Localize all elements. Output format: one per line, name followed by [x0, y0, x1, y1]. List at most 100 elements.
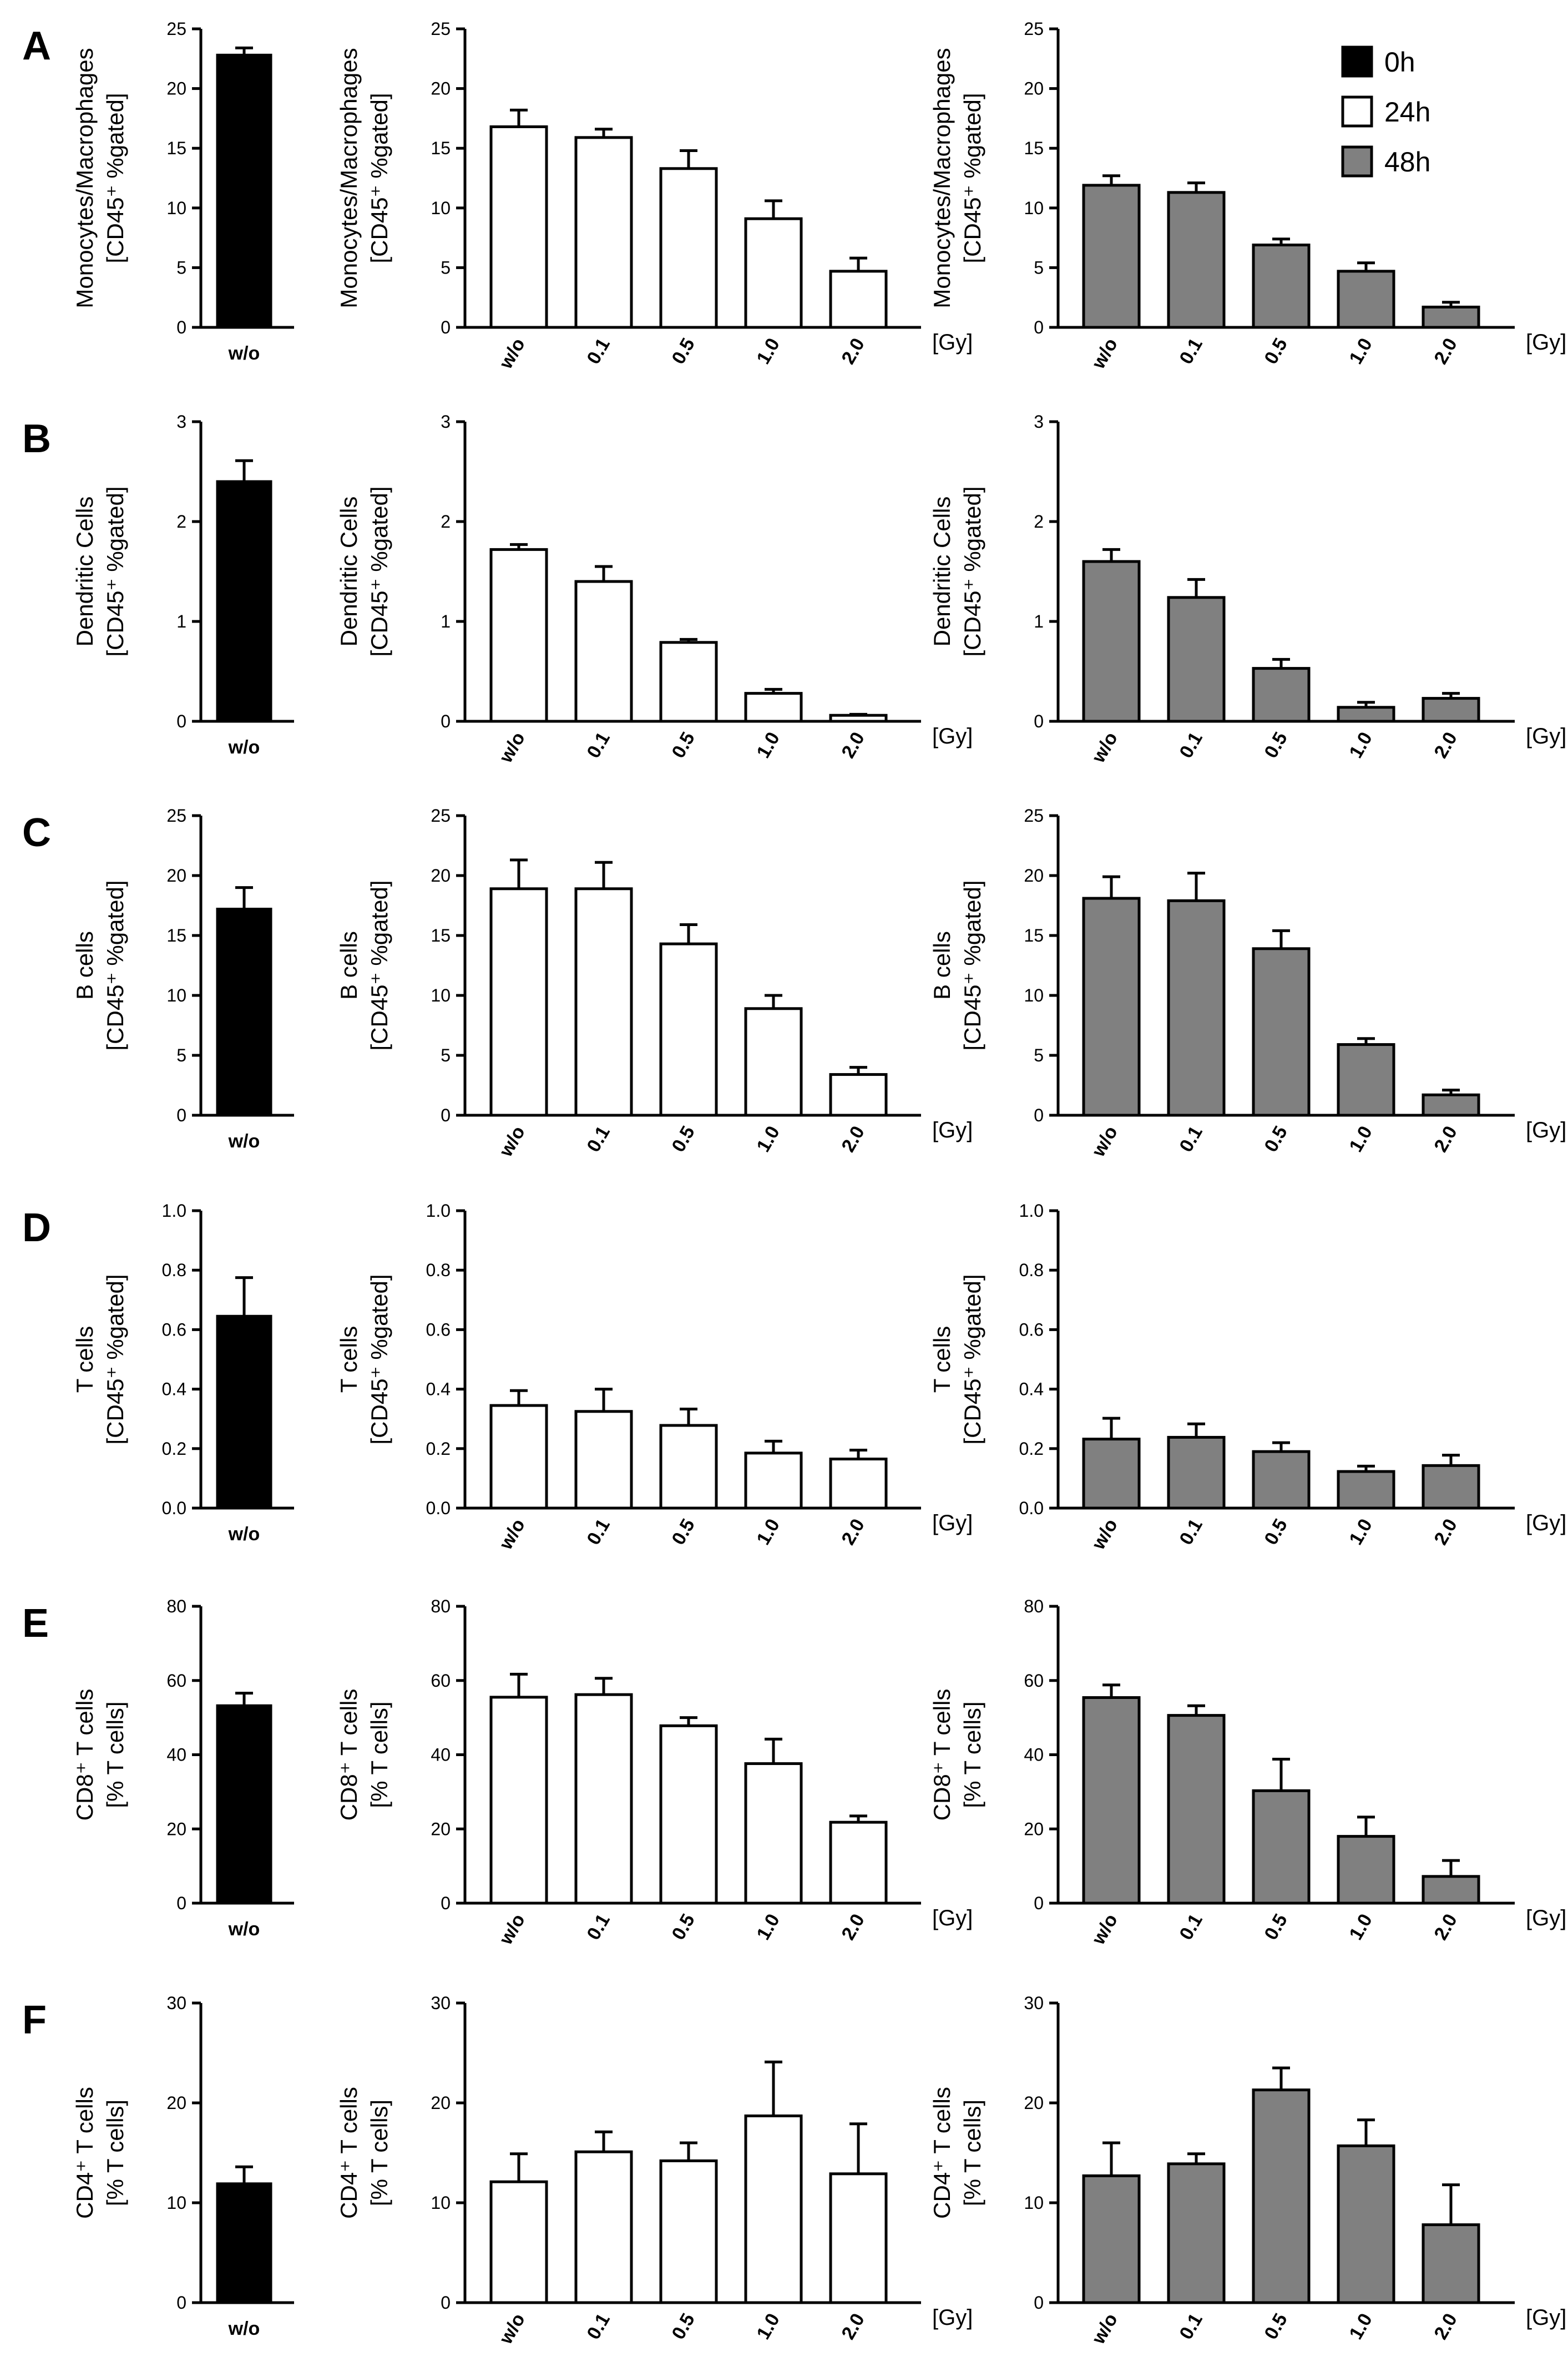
y-tick-label: 10: [431, 2193, 451, 2213]
y-axis-label-sub: [CD45⁺ %gated]: [959, 486, 985, 656]
bar: [1167, 191, 1226, 329]
bar: [829, 1073, 888, 1117]
y-tick-label: 20: [1024, 2093, 1044, 2113]
bar: [489, 1696, 548, 1905]
y-tick-label: 20: [1024, 1819, 1044, 1839]
x-tick-label: w/o: [495, 335, 529, 373]
x-tick-label: w/o: [495, 2310, 529, 2348]
x-tick-label: 2.0: [837, 335, 869, 368]
bar: [216, 1314, 272, 1510]
y-axis-label-sub: [CD45⁺ %gated]: [102, 93, 128, 263]
legend-swatch: [1341, 145, 1373, 178]
y-tick-label: 25: [431, 806, 451, 826]
bar: [489, 1404, 548, 1510]
bar: [1337, 2144, 1395, 2304]
x-tick-label: w/o: [228, 1919, 260, 1940]
bar: [1082, 1438, 1141, 1510]
x-tick-label: 2.0: [1430, 1122, 1461, 1156]
bar: [216, 53, 272, 329]
bar: [659, 641, 718, 723]
x-tick-label: 1.0: [1345, 729, 1377, 762]
x-tick-label: 1.0: [1345, 1122, 1377, 1156]
x-tick-label: w/o: [495, 729, 529, 767]
y-tick-label: 20: [166, 2093, 186, 2113]
x-tick-label: 0.1: [583, 1515, 614, 1549]
x-tick-label: 0.1: [583, 729, 614, 762]
y-tick-label: 15: [1024, 138, 1044, 158]
x-tick-label: 2.0: [1430, 2310, 1461, 2343]
x-tick-label: w/o: [1088, 335, 1122, 373]
y-tick-label: 5: [176, 1045, 186, 1065]
x-tick-label: 0.1: [1175, 1515, 1207, 1549]
bar: [744, 1762, 803, 1905]
y-axis-label: Monocytes/Macrophages: [72, 48, 98, 308]
y-tick-label: 60: [431, 1671, 451, 1691]
y-tick-label: 0: [1034, 711, 1044, 731]
x-tick-label: 1.0: [752, 1910, 784, 1944]
y-tick-label: 80: [1024, 1596, 1044, 1616]
x-tick-label: w/o: [495, 1910, 529, 1949]
y-axis-label-sub: [% T cells]: [959, 1701, 985, 1808]
bar: [216, 2182, 272, 2304]
x-tick-label: w/o: [228, 737, 260, 758]
bar: [1252, 667, 1311, 723]
x-tick-label: w/o: [228, 2318, 260, 2339]
y-tick-label: 1.0: [162, 1201, 186, 1221]
bar: [1082, 2174, 1141, 2304]
bar: [1252, 244, 1311, 329]
panel-label-f: F: [22, 1998, 47, 2042]
x-tick-label: 0.1: [583, 335, 614, 368]
bar: [216, 480, 272, 723]
bar: [1337, 706, 1395, 723]
bar: [829, 2172, 888, 2304]
y-tick-label: 20: [431, 79, 451, 99]
chart-C-0h: 0 5 10 15 20 25 B cells [CD45⁺ %gated] w/o: [72, 806, 294, 1152]
bar: [744, 692, 803, 723]
y-axis-label: CD4⁺ T cells: [72, 2087, 98, 2219]
bar: [659, 2159, 718, 2304]
bar: [216, 907, 272, 1117]
y-axis-label: B cells: [72, 931, 98, 1000]
y-tick-label: 60: [166, 1671, 186, 1691]
chart-B-0h: 0 1 2 3 Dendritic Cells [CD45⁺ %gated] w/o: [72, 412, 294, 758]
y-tick-label: 25: [166, 19, 186, 39]
y-tick-label: 0: [441, 1893, 451, 1913]
y-axis-label-sub: [CD45⁺ %gated]: [959, 93, 985, 263]
chart-F-0h: 0 10 20 30 CD4⁺ T cells [% T cells] w/o: [72, 1993, 294, 2339]
y-tick-label: 15: [166, 138, 186, 158]
y-tick-label: 2: [176, 512, 186, 532]
y-tick-label: 0.2: [426, 1439, 451, 1459]
x-tick-label: 2.0: [1430, 1515, 1461, 1549]
x-tick-label: 0.1: [1175, 729, 1207, 762]
chart-D-24h: 0.00.20.40.60.81.0T cells [CD45⁺ %gated]w…: [336, 1201, 973, 1554]
chart-B-48h: 0 1 2 3 Dendritic Cells [CD45⁺ %gated] w/o 0.1 0…: [929, 412, 1566, 767]
x-unit-label: [Gy]: [932, 1511, 973, 1535]
y-tick-label: 10: [431, 985, 451, 1005]
bar: [1167, 2162, 1226, 2304]
y-tick-label: 80: [166, 1596, 186, 1616]
y-tick-label: 10: [166, 2193, 186, 2213]
bar: [659, 1424, 718, 1510]
bar: [829, 1458, 888, 1510]
bar: [216, 1704, 272, 1905]
x-tick-label: 0.5: [1260, 729, 1292, 762]
x-unit-label: [Gy]: [1526, 1511, 1566, 1535]
x-tick-label: 1.0: [752, 2310, 784, 2343]
y-axis-label-sub: [CD45⁺ %gated]: [366, 880, 392, 1050]
y-axis-label-sub: [% T cells]: [366, 2100, 392, 2206]
bar: [1422, 1464, 1480, 1510]
bar: [1252, 2088, 1311, 2304]
y-tick-label: 0.6: [162, 1319, 186, 1339]
bar: [1337, 270, 1395, 329]
bar: [574, 1410, 633, 1510]
y-tick-label: 1: [1034, 611, 1044, 631]
y-tick-label: 3: [1034, 412, 1044, 432]
y-tick-label: 30: [431, 1993, 451, 2013]
y-tick-label: 20: [1024, 866, 1044, 886]
y-tick-label: 0: [176, 317, 186, 337]
x-tick-label: 0.1: [1175, 1122, 1207, 1156]
